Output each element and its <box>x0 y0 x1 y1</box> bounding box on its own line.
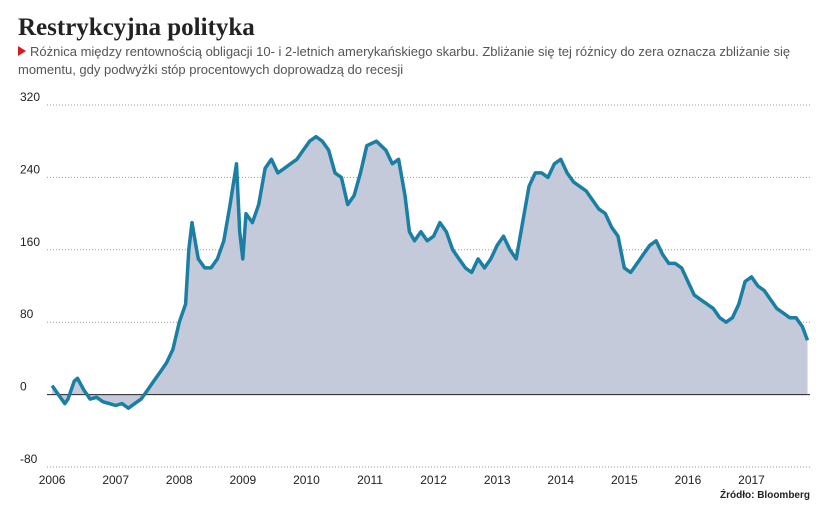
y-tick-label: -80 <box>20 452 38 466</box>
y-tick-label: 160 <box>20 235 40 249</box>
x-tick-label: 2012 <box>420 473 447 487</box>
y-tick-label: 0 <box>20 380 27 394</box>
marker <box>18 46 26 56</box>
subtitle: Różnica między rentownością obligacji 10… <box>18 44 791 77</box>
y-tick-label: 80 <box>20 307 34 321</box>
x-tick-label: 2011 <box>357 473 383 487</box>
line <box>50 134 810 410</box>
x-tick-label: 2013 <box>484 473 511 487</box>
x-tick-label: 2008 <box>166 473 193 487</box>
x-tick-label: 2017 <box>738 473 765 487</box>
x-tick-label: 2016 <box>675 473 702 487</box>
y-tick-label: 320 <box>20 90 40 104</box>
x-tick-label: 2014 <box>547 473 574 487</box>
x-tick-label: 2015 <box>611 473 638 487</box>
x-tick-label: 2010 <box>293 473 320 487</box>
source: Źródło: Bloomberg <box>720 488 810 501</box>
x-tick-label: 2009 <box>229 473 256 487</box>
area <box>52 136 808 409</box>
subtitle-block: Różnica między rentownością obligacji 10… <box>18 43 808 79</box>
chart-title: Restrykcyjna polityka <box>18 14 255 41</box>
x-tick-label: 2007 <box>102 473 129 487</box>
x-tick-label: 2006 <box>39 473 66 487</box>
y-tick-label: 240 <box>20 162 40 176</box>
